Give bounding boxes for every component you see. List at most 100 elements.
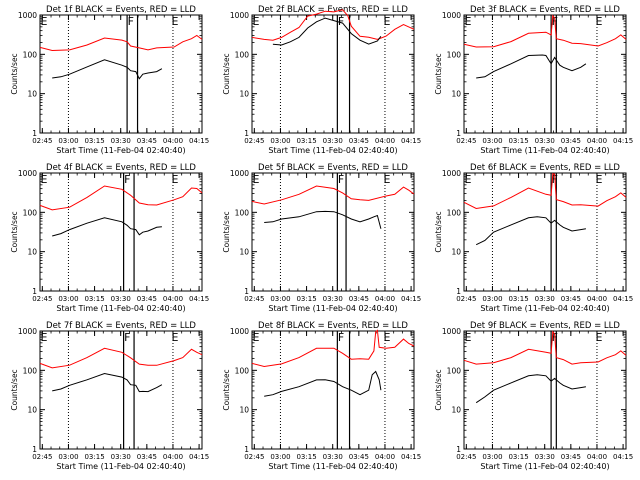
x-tick-label: 04:00 xyxy=(375,137,395,145)
lld-series-line xyxy=(463,173,627,210)
panel-det-7: Det 7f BLACK = Events, RED = LLD 1 10 100 10… xyxy=(10,321,209,471)
panel-title: Det 8f BLACK = Events, RED = LLD xyxy=(258,321,408,331)
x-tick-label: 03:00 xyxy=(482,295,502,303)
y-tick-label: 1000 xyxy=(230,327,249,336)
panel-det-9: Det 9f BLACK = Events, RED = LLD 1 10 100 10… xyxy=(434,321,633,471)
x-tick-label: 02:45 xyxy=(244,453,264,461)
y-tick-label: 10 xyxy=(239,248,249,257)
x-tick-label: 03:15 xyxy=(84,453,104,461)
x-axis-label: Start Time (11-Feb-04 02:40:40) xyxy=(480,304,609,313)
plot-frame xyxy=(463,172,627,292)
events-series-line xyxy=(476,54,587,79)
panel-title: Det 2f BLACK = Events, RED = LLD xyxy=(258,5,408,15)
y-tick-label: 100 xyxy=(447,208,462,217)
interval-marker-label: E xyxy=(465,331,472,344)
x-tick-label: 04:15 xyxy=(189,137,209,145)
interval-marker-label: E xyxy=(41,15,48,28)
lld-series-line xyxy=(251,329,415,368)
x-tick-label: 04:15 xyxy=(401,453,421,461)
x-tick-label: 03:30 xyxy=(111,137,131,145)
x-tick-label: 03:00 xyxy=(270,137,290,145)
y-tick-label: 1 xyxy=(32,129,37,138)
y-tick-label: 10 xyxy=(27,406,37,415)
events-series-line xyxy=(264,370,382,397)
events-series-line xyxy=(475,374,586,404)
panel-title: Det 5f BLACK = Events, RED = LLD xyxy=(258,163,408,173)
y-tick-label: 100 xyxy=(235,50,250,59)
x-tick-label: 04:15 xyxy=(613,453,633,461)
x-tick-label: 03:00 xyxy=(482,453,502,461)
x-tick-label: 04:00 xyxy=(163,453,183,461)
y-tick-label: 1000 xyxy=(18,327,37,336)
x-tick-label: 04:15 xyxy=(613,137,633,145)
panel-title: Det 3f BLACK = Events, RED = LLD xyxy=(470,5,620,15)
y-tick-label: 1 xyxy=(456,287,461,296)
x-tick-label: 03:00 xyxy=(58,137,78,145)
panel-det-3: Det 3f BLACK = Events, RED = LLD 1 10 100 10… xyxy=(434,5,633,155)
panel-det-4: Det 4f BLACK = Events, RED = LLD 1 10 100 10… xyxy=(10,163,209,313)
x-tick-label: 03:15 xyxy=(508,137,528,145)
y-tick-label: 1000 xyxy=(18,169,37,178)
y-tick-label: 10 xyxy=(239,90,249,99)
x-tick-label: 02:45 xyxy=(456,137,476,145)
x-tick-label: 02:45 xyxy=(244,295,264,303)
x-tick-label: 04:00 xyxy=(163,137,183,145)
interval-marker-label: E xyxy=(596,331,603,344)
x-tick-label: 03:45 xyxy=(137,137,157,145)
x-tick-label: 03:15 xyxy=(296,453,316,461)
x-axis-label: Start Time (11-Feb-04 02:40:40) xyxy=(56,304,185,313)
y-tick-label: 1000 xyxy=(442,327,461,336)
x-tick-label: 03:15 xyxy=(84,295,104,303)
x-tick-label: 03:30 xyxy=(323,295,343,303)
y-tick-label: 100 xyxy=(23,366,38,375)
x-tick-label: 03:15 xyxy=(84,137,104,145)
y-axis-label: Counts/sec xyxy=(434,53,443,94)
y-axis-label: Counts/sec xyxy=(222,369,231,410)
x-tick-label: 03:00 xyxy=(270,295,290,303)
x-tick-label: 04:00 xyxy=(587,137,607,145)
x-tick-label: 04:15 xyxy=(189,453,209,461)
interval-marker-label: E xyxy=(384,173,391,186)
x-tick-label: 03:30 xyxy=(535,453,555,461)
panel-det-5: Det 5f BLACK = Events, RED = LLD 1 10 100 10… xyxy=(222,163,421,313)
interval-marker-label: E xyxy=(253,173,260,186)
events-series-line xyxy=(52,217,162,237)
x-axis-label: Start Time (11-Feb-04 02:40:40) xyxy=(56,462,185,471)
events-series-line xyxy=(264,210,382,229)
y-tick-label: 1000 xyxy=(230,11,249,20)
x-tick-label: 03:30 xyxy=(535,137,555,145)
y-tick-label: 10 xyxy=(451,406,461,415)
y-axis-label: Counts/sec xyxy=(10,211,19,252)
interval-marker-label: E xyxy=(253,331,260,344)
panel-det-1: Det 1f BLACK = Events, RED = LLD 1 10 100 10… xyxy=(10,5,209,155)
events-series-line xyxy=(52,59,163,80)
interval-marker-label: E xyxy=(172,15,179,28)
plot-frame xyxy=(39,14,203,134)
y-tick-label: 1 xyxy=(244,445,249,454)
lld-series-line xyxy=(463,330,627,365)
y-tick-label: 10 xyxy=(451,248,461,257)
events-series-line xyxy=(272,17,382,46)
y-tick-label: 100 xyxy=(23,50,38,59)
interval-marker-label: F xyxy=(338,15,344,28)
x-axis-label: Start Time (11-Feb-04 02:40:40) xyxy=(56,146,185,155)
plot-frame xyxy=(463,330,627,450)
y-tick-label: 1 xyxy=(456,445,461,454)
y-tick-label: 100 xyxy=(23,208,38,217)
lld-series-line xyxy=(251,185,415,205)
x-tick-label: 03:30 xyxy=(323,137,343,145)
panel-det-8: Det 8f BLACK = Events, RED = LLD 1 10 100 10… xyxy=(222,321,421,471)
x-axis-label: Start Time (11-Feb-04 02:40:40) xyxy=(268,146,397,155)
x-tick-label: 03:00 xyxy=(58,453,78,461)
x-tick-label: 03:15 xyxy=(296,295,316,303)
y-tick-label: 1000 xyxy=(18,11,37,20)
x-tick-label: 02:45 xyxy=(32,295,52,303)
x-axis-label: Start Time (11-Feb-04 02:40:40) xyxy=(268,304,397,313)
x-tick-label: 02:45 xyxy=(32,453,52,461)
y-tick-label: 1 xyxy=(244,287,249,296)
y-tick-label: 1 xyxy=(32,287,37,296)
y-axis-label: Counts/sec xyxy=(222,53,231,94)
x-tick-label: 02:45 xyxy=(456,453,476,461)
y-tick-label: 1 xyxy=(456,129,461,138)
